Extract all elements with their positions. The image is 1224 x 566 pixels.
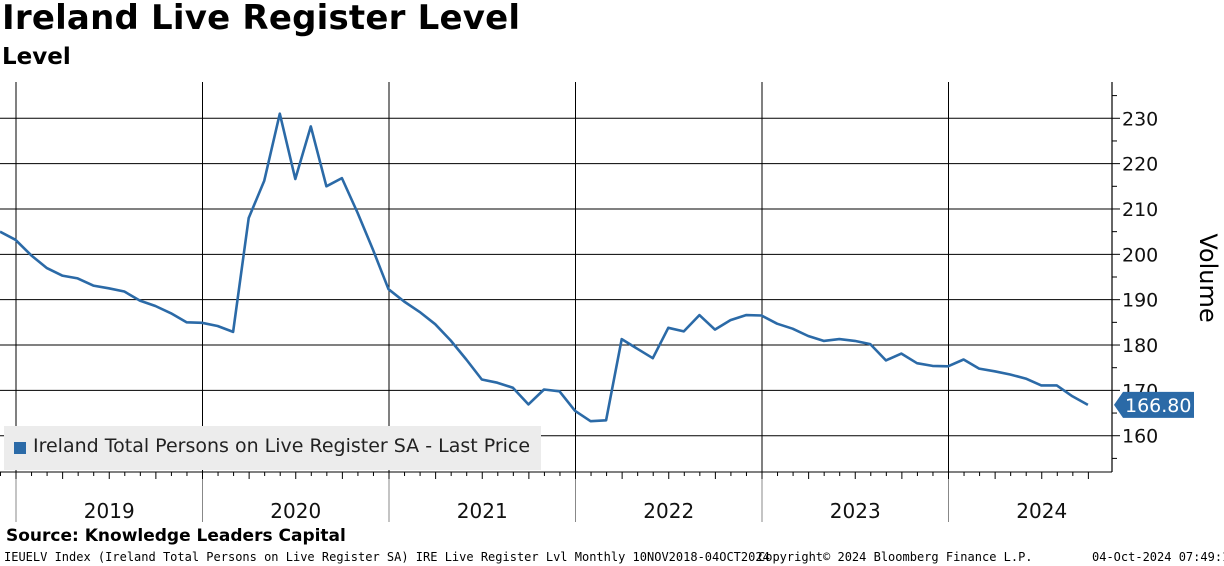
chart-title: Ireland Live Register Level — [2, 0, 521, 38]
legend: Ireland Total Persons on Live Register S… — [4, 426, 541, 470]
y-tick-label: 230 — [1122, 108, 1158, 130]
y-tick-label: 190 — [1122, 290, 1158, 312]
copyright: Copyright© 2024 Bloomberg Finance L.P. — [758, 550, 1033, 564]
year-label: 2024 — [1016, 499, 1067, 523]
last-value-marker: 166.80 — [1114, 391, 1194, 418]
y-tick-label: 220 — [1122, 154, 1158, 176]
year-label: 2022 — [643, 499, 694, 523]
y-tick-label: 200 — [1122, 244, 1158, 266]
y-tick-label: 180 — [1122, 335, 1158, 357]
data-series — [0, 112, 1089, 423]
y-tick-label: 160 — [1122, 426, 1158, 448]
year-label: 2023 — [830, 499, 881, 523]
chart-grid — [0, 82, 1112, 472]
series-line — [0, 112, 1089, 423]
year-label: 2019 — [84, 499, 135, 523]
timestamp: 04-Oct-2024 07:49:18 — [1092, 550, 1224, 564]
legend-label: Ireland Total Persons on Live Register S… — [33, 435, 531, 457]
last-value-badge — [1114, 391, 1194, 418]
last-value-label: 166.80 — [1125, 395, 1191, 417]
x-axis-labels: 2019 2020 2021 2022 2023 2024 — [84, 499, 1067, 523]
year-label: 2021 — [457, 499, 508, 523]
chart-subtitle: Level — [2, 44, 71, 70]
legend-swatch — [14, 442, 26, 454]
year-label: 2020 — [270, 499, 321, 523]
y-axis-label: Volume — [1194, 233, 1222, 322]
ticker-info: IEUELV Index (Ireland Total Persons on L… — [4, 550, 770, 564]
y-tick-label: 210 — [1122, 199, 1158, 221]
source-note: Source: Knowledge Leaders Capital — [6, 526, 346, 546]
